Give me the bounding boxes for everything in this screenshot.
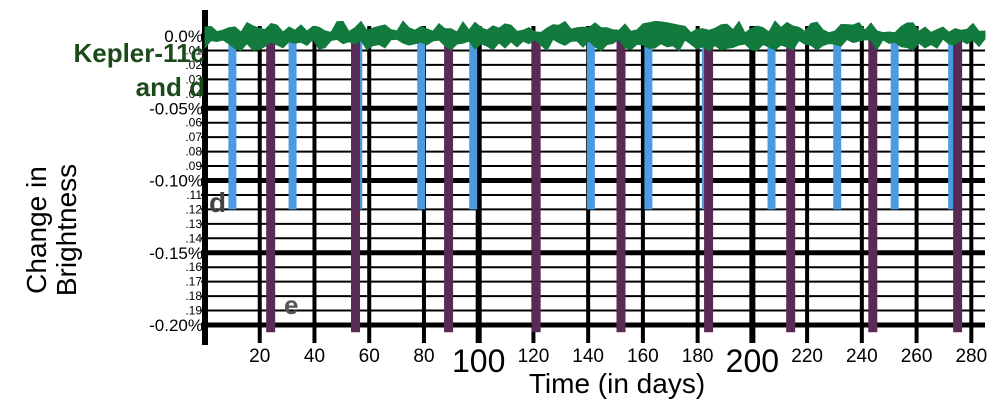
transit-bar-purple <box>444 36 454 333</box>
transit-bar-purple <box>616 36 626 333</box>
y-axis-label-line2: Brightness <box>51 164 82 296</box>
y-minor-tick-label: .09 <box>185 159 202 173</box>
baseline-layer <box>204 20 986 52</box>
transit-bar-blue <box>833 36 842 210</box>
transit-bar-purple <box>868 36 878 333</box>
y-minor-tick-label: .16 <box>185 260 202 274</box>
annotation-d: d <box>209 187 226 218</box>
transit-bar-purple <box>704 36 714 333</box>
y-axis-tick-labels: .01.02.03.04 .06.07.08.09 .11.12.13.14 .16.… <box>149 27 203 335</box>
x-tick-label: 200 <box>726 343 779 379</box>
y-major-tick-label: -0.05% <box>149 99 203 118</box>
x-tick-label: 80 <box>413 346 434 367</box>
transit-bar-blue <box>469 36 478 210</box>
x-tick-label: 100 <box>452 343 505 379</box>
y-minor-tick-label: .06 <box>185 116 202 130</box>
y-minor-tick-label: .12 <box>185 202 202 216</box>
x-tick-label: 20 <box>249 346 270 367</box>
x-tick-label: 160 <box>627 346 659 367</box>
y-major-tick-label: -0.10% <box>149 172 203 191</box>
chart-title: Kepler-11c and d <box>73 38 205 102</box>
y-minor-tick-label: .07 <box>185 130 202 144</box>
transit-marks <box>228 36 963 333</box>
transit-bar-blue <box>948 36 957 210</box>
y-major-tick-label: 0.0% <box>164 27 203 46</box>
x-tick-label: 220 <box>791 346 823 367</box>
y-minor-tick-label: .14 <box>185 231 202 245</box>
x-tick-label: 40 <box>304 346 325 367</box>
x-axis-tick-labels: 20 40 60 80 100 120 140 160 180 200 220 240 260 280 <box>249 343 987 379</box>
y-axis-label-line1: Change in <box>21 166 52 294</box>
x-tick-label: 140 <box>572 346 604 367</box>
y-minor-tick-label: .17 <box>185 275 202 289</box>
x-tick-label: 180 <box>682 346 714 367</box>
transit-bar-blue <box>288 36 297 210</box>
transit-bar-purple <box>953 36 963 333</box>
y-minor-tick-label: .11 <box>186 188 202 202</box>
y-minor-tick-label: .02 <box>185 58 202 72</box>
y-minor-tick-label: .04 <box>185 87 202 101</box>
x-tick-label: 280 <box>955 346 987 367</box>
x-tick-label: 240 <box>846 346 878 367</box>
y-minor-tick-label: .03 <box>185 72 202 86</box>
y-minor-tick-label: .13 <box>185 217 202 231</box>
y-minor-tick-label: .19 <box>185 304 202 318</box>
transit-bar-blue <box>586 36 595 210</box>
x-axis-label: Time (in days) <box>529 368 705 399</box>
baseline-flux <box>204 20 986 52</box>
transit-bar-purple <box>266 36 276 333</box>
y-minor-tick-label: .01 <box>185 43 202 57</box>
annotation-e: e <box>284 290 298 320</box>
transit-bar-blue <box>644 36 653 210</box>
y-minor-tick-label: .18 <box>185 289 202 303</box>
transit-bar-blue <box>890 36 899 210</box>
transit-bar-purple <box>786 36 796 333</box>
y-major-tick-label: -0.15% <box>149 244 203 263</box>
transit-bar-purple <box>351 36 361 333</box>
transit-bar-purple <box>531 36 541 333</box>
x-tick-label: 260 <box>901 346 933 367</box>
transit-bar-blue <box>417 36 426 210</box>
x-tick-label: 120 <box>518 346 550 367</box>
x-tick-label: 60 <box>359 346 380 367</box>
y-minor-tick-label: .08 <box>185 145 202 159</box>
transit-bar-blue <box>767 36 776 210</box>
y-major-tick-label: -0.20% <box>149 316 203 335</box>
transit-bar-blue <box>228 36 237 210</box>
